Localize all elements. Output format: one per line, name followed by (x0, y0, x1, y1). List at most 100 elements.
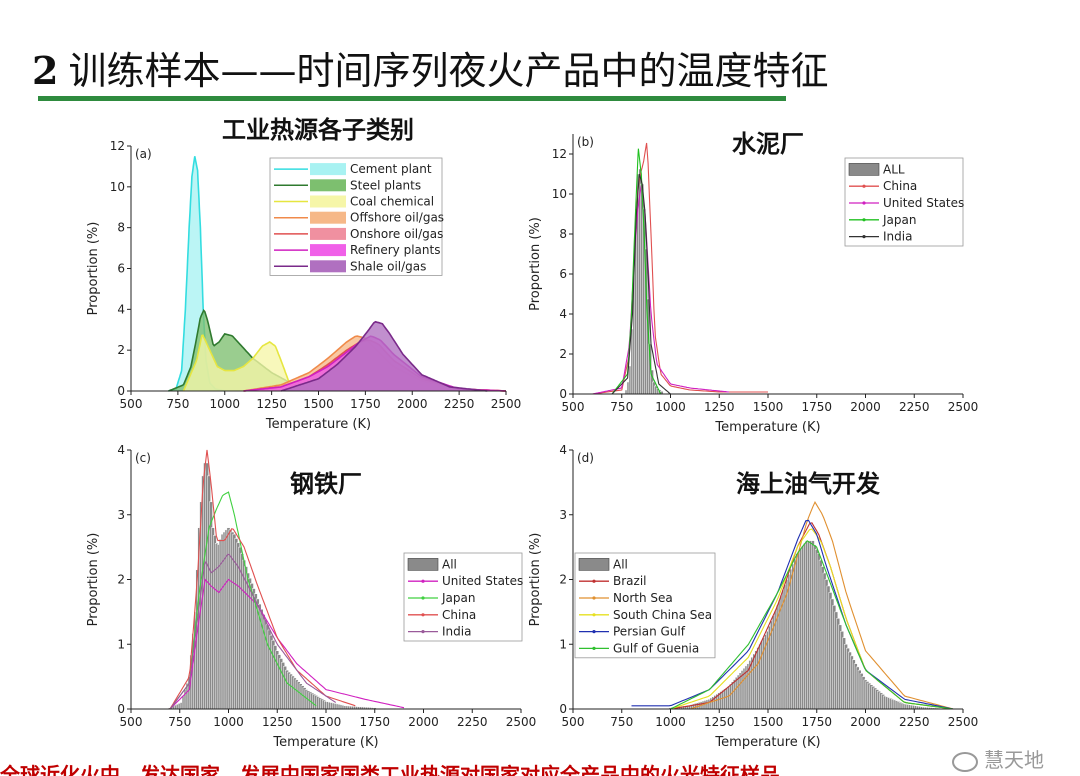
x-tick-label: 750 (166, 397, 189, 411)
x-tick-label: 2500 (506, 715, 537, 729)
panel-label: (d) (577, 451, 594, 465)
legend-marker (421, 596, 425, 600)
panel-label: (b) (577, 135, 594, 149)
x-tick-label: 2500 (948, 400, 979, 414)
x-tick-label: 750 (168, 715, 191, 729)
legend-entry-label: Brazil (613, 574, 647, 588)
x-tick-label: 1500 (311, 715, 342, 729)
legend-marker (592, 613, 596, 617)
y-tick-label: 0 (117, 384, 125, 398)
legend-marker (421, 579, 425, 583)
slide-title: 2 训练样本——时间序列夜火产品中的温度特征 (32, 40, 828, 95)
y-tick-label: 3 (117, 508, 125, 522)
x-tick-label: 500 (120, 397, 143, 411)
y-tick-label: 1 (117, 637, 125, 651)
y-tick-label: 8 (559, 227, 567, 241)
x-tick-label: 1500 (303, 397, 334, 411)
chart-panel-d: 500 750 1000 1250 1500 1750 2000 2250 2500 0 1 2 3 4 T… (528, 443, 978, 750)
x-tick-label: 500 (120, 715, 143, 729)
legend-fill-swatch (310, 163, 346, 176)
legend-marker (421, 613, 425, 617)
y-axis-label: Proportion (%) (86, 222, 101, 316)
y-tick-label: 6 (117, 262, 125, 276)
x-tick-label: 2250 (899, 400, 930, 414)
series-india-line (169, 553, 337, 710)
y-axis-label: Proportion (%) (528, 217, 543, 311)
x-axis-label: Temperature (K) (265, 417, 371, 432)
y-tick-label: 8 (117, 221, 125, 235)
x-tick-label: 2250 (444, 397, 475, 411)
legend-entry-label: Cement plant (350, 162, 432, 176)
legend-swatch (848, 163, 880, 176)
x-tick-label: 1750 (801, 715, 832, 729)
y-tick-label: 0 (559, 387, 567, 401)
y-tick-label: 4 (117, 443, 125, 457)
x-tick-label: 500 (562, 400, 585, 414)
legend-fill-swatch (310, 227, 346, 240)
y-axis-label: Proportion (%) (86, 533, 101, 627)
x-tick-label: 2000 (850, 715, 881, 729)
legend-marker (592, 646, 596, 651)
x-tick-label: 500 (562, 715, 585, 729)
legend-entry-label: India (883, 230, 912, 244)
y-tick-label: 0 (559, 702, 567, 716)
legend-marker (862, 201, 866, 205)
y-tick-label: 10 (552, 187, 567, 201)
histogram-bars (168, 462, 377, 710)
legend-entry-label: Refinery plants (350, 243, 440, 257)
chart-title: 钢铁厂 (290, 470, 362, 498)
chart-panel-a: 500 750 1000 1250 1500 1750 2000 2250 2500 0 2 4 6 8 1… (86, 116, 521, 432)
y-tick-label: 4 (559, 443, 567, 457)
legend-swatch (578, 558, 610, 571)
legend-fill-swatch (310, 244, 346, 257)
legend-entry-label: Shale oil/gas (350, 259, 426, 273)
legend-entry-label: All (442, 557, 457, 571)
x-tick-label: 1500 (753, 400, 784, 414)
legend: All Brazil North Sea South China Sea Persian… (574, 552, 716, 659)
y-tick-label: 4 (559, 307, 567, 321)
chart-title: 海上油气开发 (736, 470, 880, 498)
legend-entry-label: Persian Gulf (613, 625, 686, 639)
series-cement-plant-area (168, 156, 225, 391)
legend-marker (862, 218, 866, 222)
panel-label: (c) (135, 451, 151, 465)
y-tick-label: 2 (117, 343, 125, 357)
series-coal-chemical-area (183, 335, 300, 391)
watermark: 慧天地 (952, 744, 1044, 773)
legend-entry-label: Gulf of Guenia (613, 641, 699, 655)
y-tick-label: 6 (559, 267, 567, 281)
x-tick-label: 1500 (753, 715, 784, 729)
legend-entry-label: China (883, 179, 917, 193)
y-tick-label: 10 (110, 180, 125, 194)
x-tick-label: 1750 (359, 715, 390, 729)
x-axis-label: Temperature (K) (714, 420, 820, 435)
series-north-sea-line (689, 501, 954, 710)
legend-marker (592, 579, 596, 583)
legend-entry-label: North Sea (613, 591, 673, 605)
x-tick-label: 1000 (655, 715, 686, 729)
y-tick-label: 12 (110, 139, 125, 153)
x-tick-label: 1750 (801, 400, 832, 414)
legend-marker (592, 596, 596, 600)
series-shale-oil-gas-line (280, 320, 488, 392)
x-tick-label: 2500 (948, 715, 979, 729)
x-tick-label: 1000 (209, 397, 240, 411)
y-tick-label: 1 (559, 637, 567, 651)
legend-fill-swatch (310, 260, 346, 273)
bottom-note: 全球近化火中，发达国家，发展中国家国类工业热源对国家对应全产品中的火光特征样品 (0, 763, 780, 776)
series-gulf-of-guenia-line (670, 540, 954, 710)
legend: All United States Japan China India (403, 552, 523, 642)
legend-swatch (407, 558, 439, 571)
series-india-line (611, 173, 671, 395)
x-tick-label: 1000 (213, 715, 244, 729)
histogram-bars (624, 168, 664, 395)
wechat-icon (952, 751, 978, 772)
legend-entry-label: Japan (882, 213, 916, 227)
series-china-line (592, 142, 768, 395)
series-persian-gulf-line (631, 519, 954, 710)
legend-entry-label: India (442, 625, 471, 639)
x-tick-label: 1250 (704, 400, 735, 414)
series-united-states-line (592, 185, 730, 395)
legend: ALL China United States Japan India (844, 157, 964, 247)
